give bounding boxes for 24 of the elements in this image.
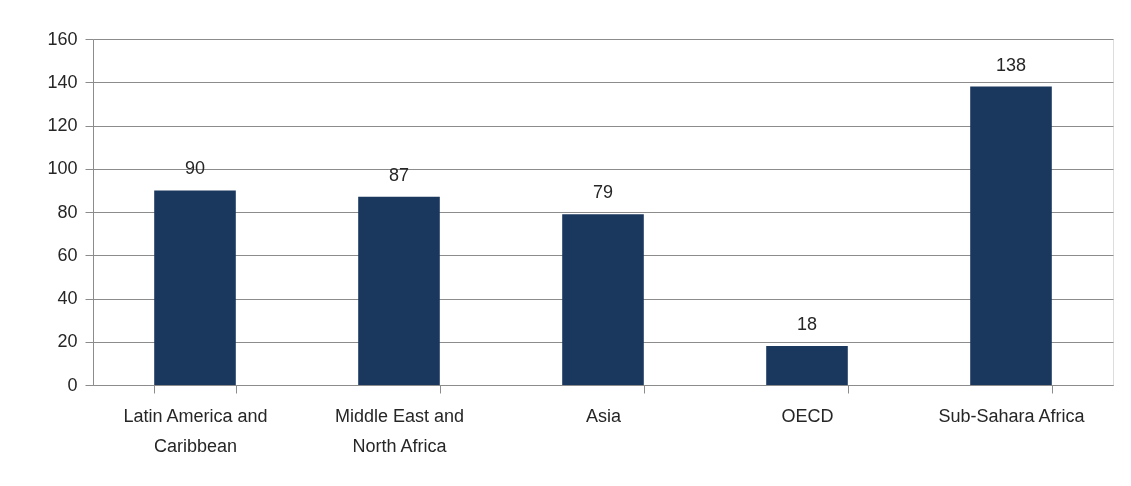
bar bbox=[562, 214, 644, 385]
data-label: 138 bbox=[995, 54, 1027, 75]
data-label: 18 bbox=[796, 314, 818, 335]
x-tick-label: Middle East and North Africa bbox=[334, 405, 465, 456]
bar bbox=[970, 86, 1052, 385]
bar bbox=[358, 196, 440, 385]
x-tick-label: Asia bbox=[585, 405, 622, 426]
data-label: 87 bbox=[388, 164, 410, 185]
y-tick-label: 60 bbox=[57, 244, 78, 265]
data-label: 90 bbox=[184, 158, 206, 179]
y-tick-label: 120 bbox=[47, 115, 78, 135]
y-tick-label: 80 bbox=[57, 201, 78, 222]
y-tick-label: 160 bbox=[47, 28, 78, 49]
bar bbox=[766, 346, 848, 385]
x-tick-label: Latin America and Caribbean bbox=[123, 405, 268, 456]
x-tick-label: Sub-Sahara Africa bbox=[938, 405, 1086, 426]
y-tick-label: 100 bbox=[47, 158, 78, 179]
y-tick-label: 20 bbox=[57, 331, 78, 352]
bar bbox=[154, 190, 236, 385]
y-tick-label: 0 bbox=[67, 374, 78, 395]
data-label: 79 bbox=[592, 182, 614, 203]
y-tick-label: 40 bbox=[57, 288, 78, 308]
y-tick-label: 140 bbox=[47, 71, 78, 92]
x-tick-label: OECD bbox=[781, 405, 834, 426]
